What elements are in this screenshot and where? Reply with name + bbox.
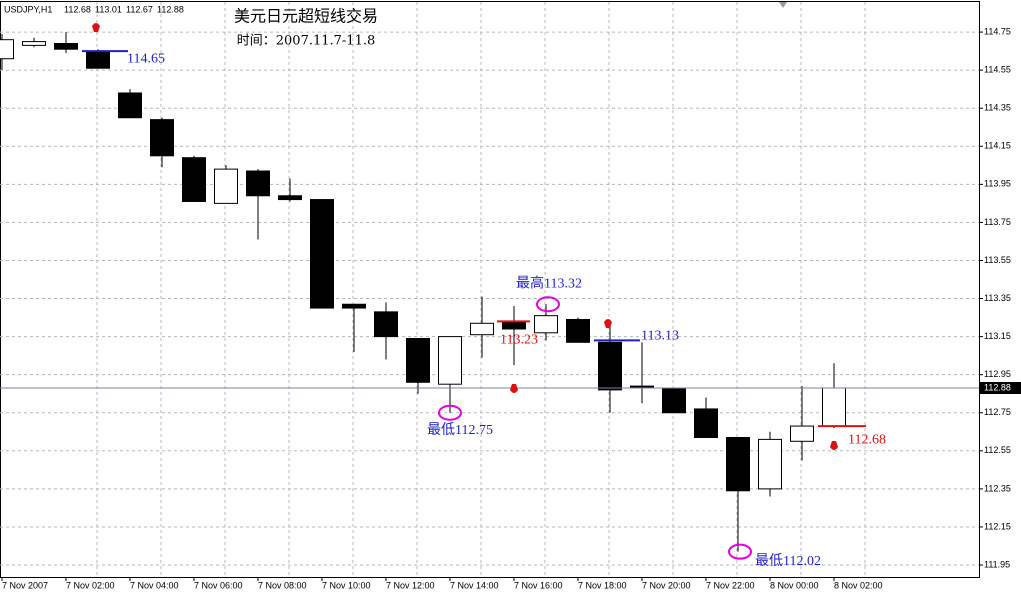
ohlc-open: 112.68 [64,4,91,14]
candle-body [150,119,174,157]
candle-body [406,338,430,383]
annotation-label: 最低112.02 [755,553,821,569]
marker-ellipse [438,404,462,421]
candle-body [790,425,814,442]
ohlc-low: 112.67 [126,4,153,14]
ohlc-high: 113.01 [95,4,122,14]
icons [92,23,838,450]
candle-body [214,168,238,204]
x-tick-label: 7 Nov 02:00 [66,580,115,590]
candle-body [246,170,270,197]
y-tick-label: 112.35 [984,483,1011,493]
y-tick-label: 112.75 [984,407,1011,417]
price-box [979,381,1021,394]
x-tick-label: 7 Nov 22:00 [706,580,755,590]
y-tick-label: 114.75 [984,26,1011,36]
symbol: USDJPY,H1 [4,4,52,14]
annotation-label: 最低112.75 [427,422,493,438]
candle-body [182,157,206,202]
candle-body [662,387,686,414]
candle-body [310,199,334,309]
annotation-label: 113.13 [641,329,679,344]
marker-ellipse [728,543,752,560]
shift-marker [779,2,787,8]
thumb-icon [510,384,518,393]
x-tick-label: 7 Nov 2007 [2,580,48,590]
y-tick-label: 112.55 [984,445,1011,455]
candle-body [0,39,14,60]
y-tick-label: 111.95 [984,559,1010,569]
candle-body [374,311,398,338]
x-tick-label: 7 Nov 06:00 [194,580,243,590]
y-tick-label: 113.55 [984,255,1011,265]
y-tick-label: 113.15 [984,331,1011,341]
annotation-label: 最高113.32 [516,274,582,291]
x-tick-label: 7 Nov 20:00 [642,580,691,590]
candle-body [278,195,302,201]
x-tick-label: 7 Nov 14:00 [450,580,499,590]
candle-body [438,336,462,385]
x-tick-label: 7 Nov 04:00 [130,580,179,590]
candle-body [726,436,750,492]
chart-title: 美元日元超短线交易 [234,7,378,26]
candle-body [822,387,846,427]
chart-subtitle: 时间：2007.11.7-11.8 [237,34,376,49]
x-tick-label: 7 Nov 08:00 [258,580,307,590]
y-tick-label: 113.35 [984,293,1011,303]
price-box-label: 112.88 [984,382,1011,392]
thumb-icon [604,319,612,328]
candle-body [470,322,494,336]
candles [0,32,979,552]
thumb-icon [830,441,838,450]
y-tick-label: 113.95 [984,179,1011,189]
y-tick-label: 114.35 [984,103,1011,113]
y-tick-label: 114.15 [984,141,1011,151]
y-tick-label: 112.95 [984,369,1011,379]
candle-body [22,41,46,46]
x-tick-label: 7 Nov 18:00 [578,580,627,590]
y-tick-label: 113.75 [984,217,1011,227]
x-tick-label: 7 Nov 16:00 [514,580,563,590]
x-tick-label: 8 Nov 00:00 [770,580,819,590]
candle-body [534,315,558,334]
thumb-icon [92,23,100,32]
candle-body [566,318,590,343]
candle-body [502,320,526,330]
annotations: 114.65 最高113.32 113.23 113.13 最低112.75 最低112.… [82,50,886,569]
x-tick-label: 8 Nov 02:00 [834,580,883,590]
y-tick-label: 112.15 [984,521,1011,531]
marker-ellipse [536,296,560,313]
annotation-label: 112.68 [848,432,886,447]
ohlc-close: 112.88 [157,4,184,14]
candle-body [758,438,782,490]
x-tick-label: 7 Nov 12:00 [386,580,435,590]
candle-body [694,408,718,438]
annotation-label: 113.23 [500,333,538,348]
candle-body [118,92,142,119]
annotation-label: 114.65 [127,51,165,66]
candle-body [598,341,622,391]
candle-body [342,303,366,309]
candle-body [54,42,78,50]
y-tick-label: 114.55 [984,65,1011,75]
plot-frame [0,1,980,578]
x-tick-label: 7 Nov 10:00 [322,580,371,590]
candle-body [86,50,110,69]
